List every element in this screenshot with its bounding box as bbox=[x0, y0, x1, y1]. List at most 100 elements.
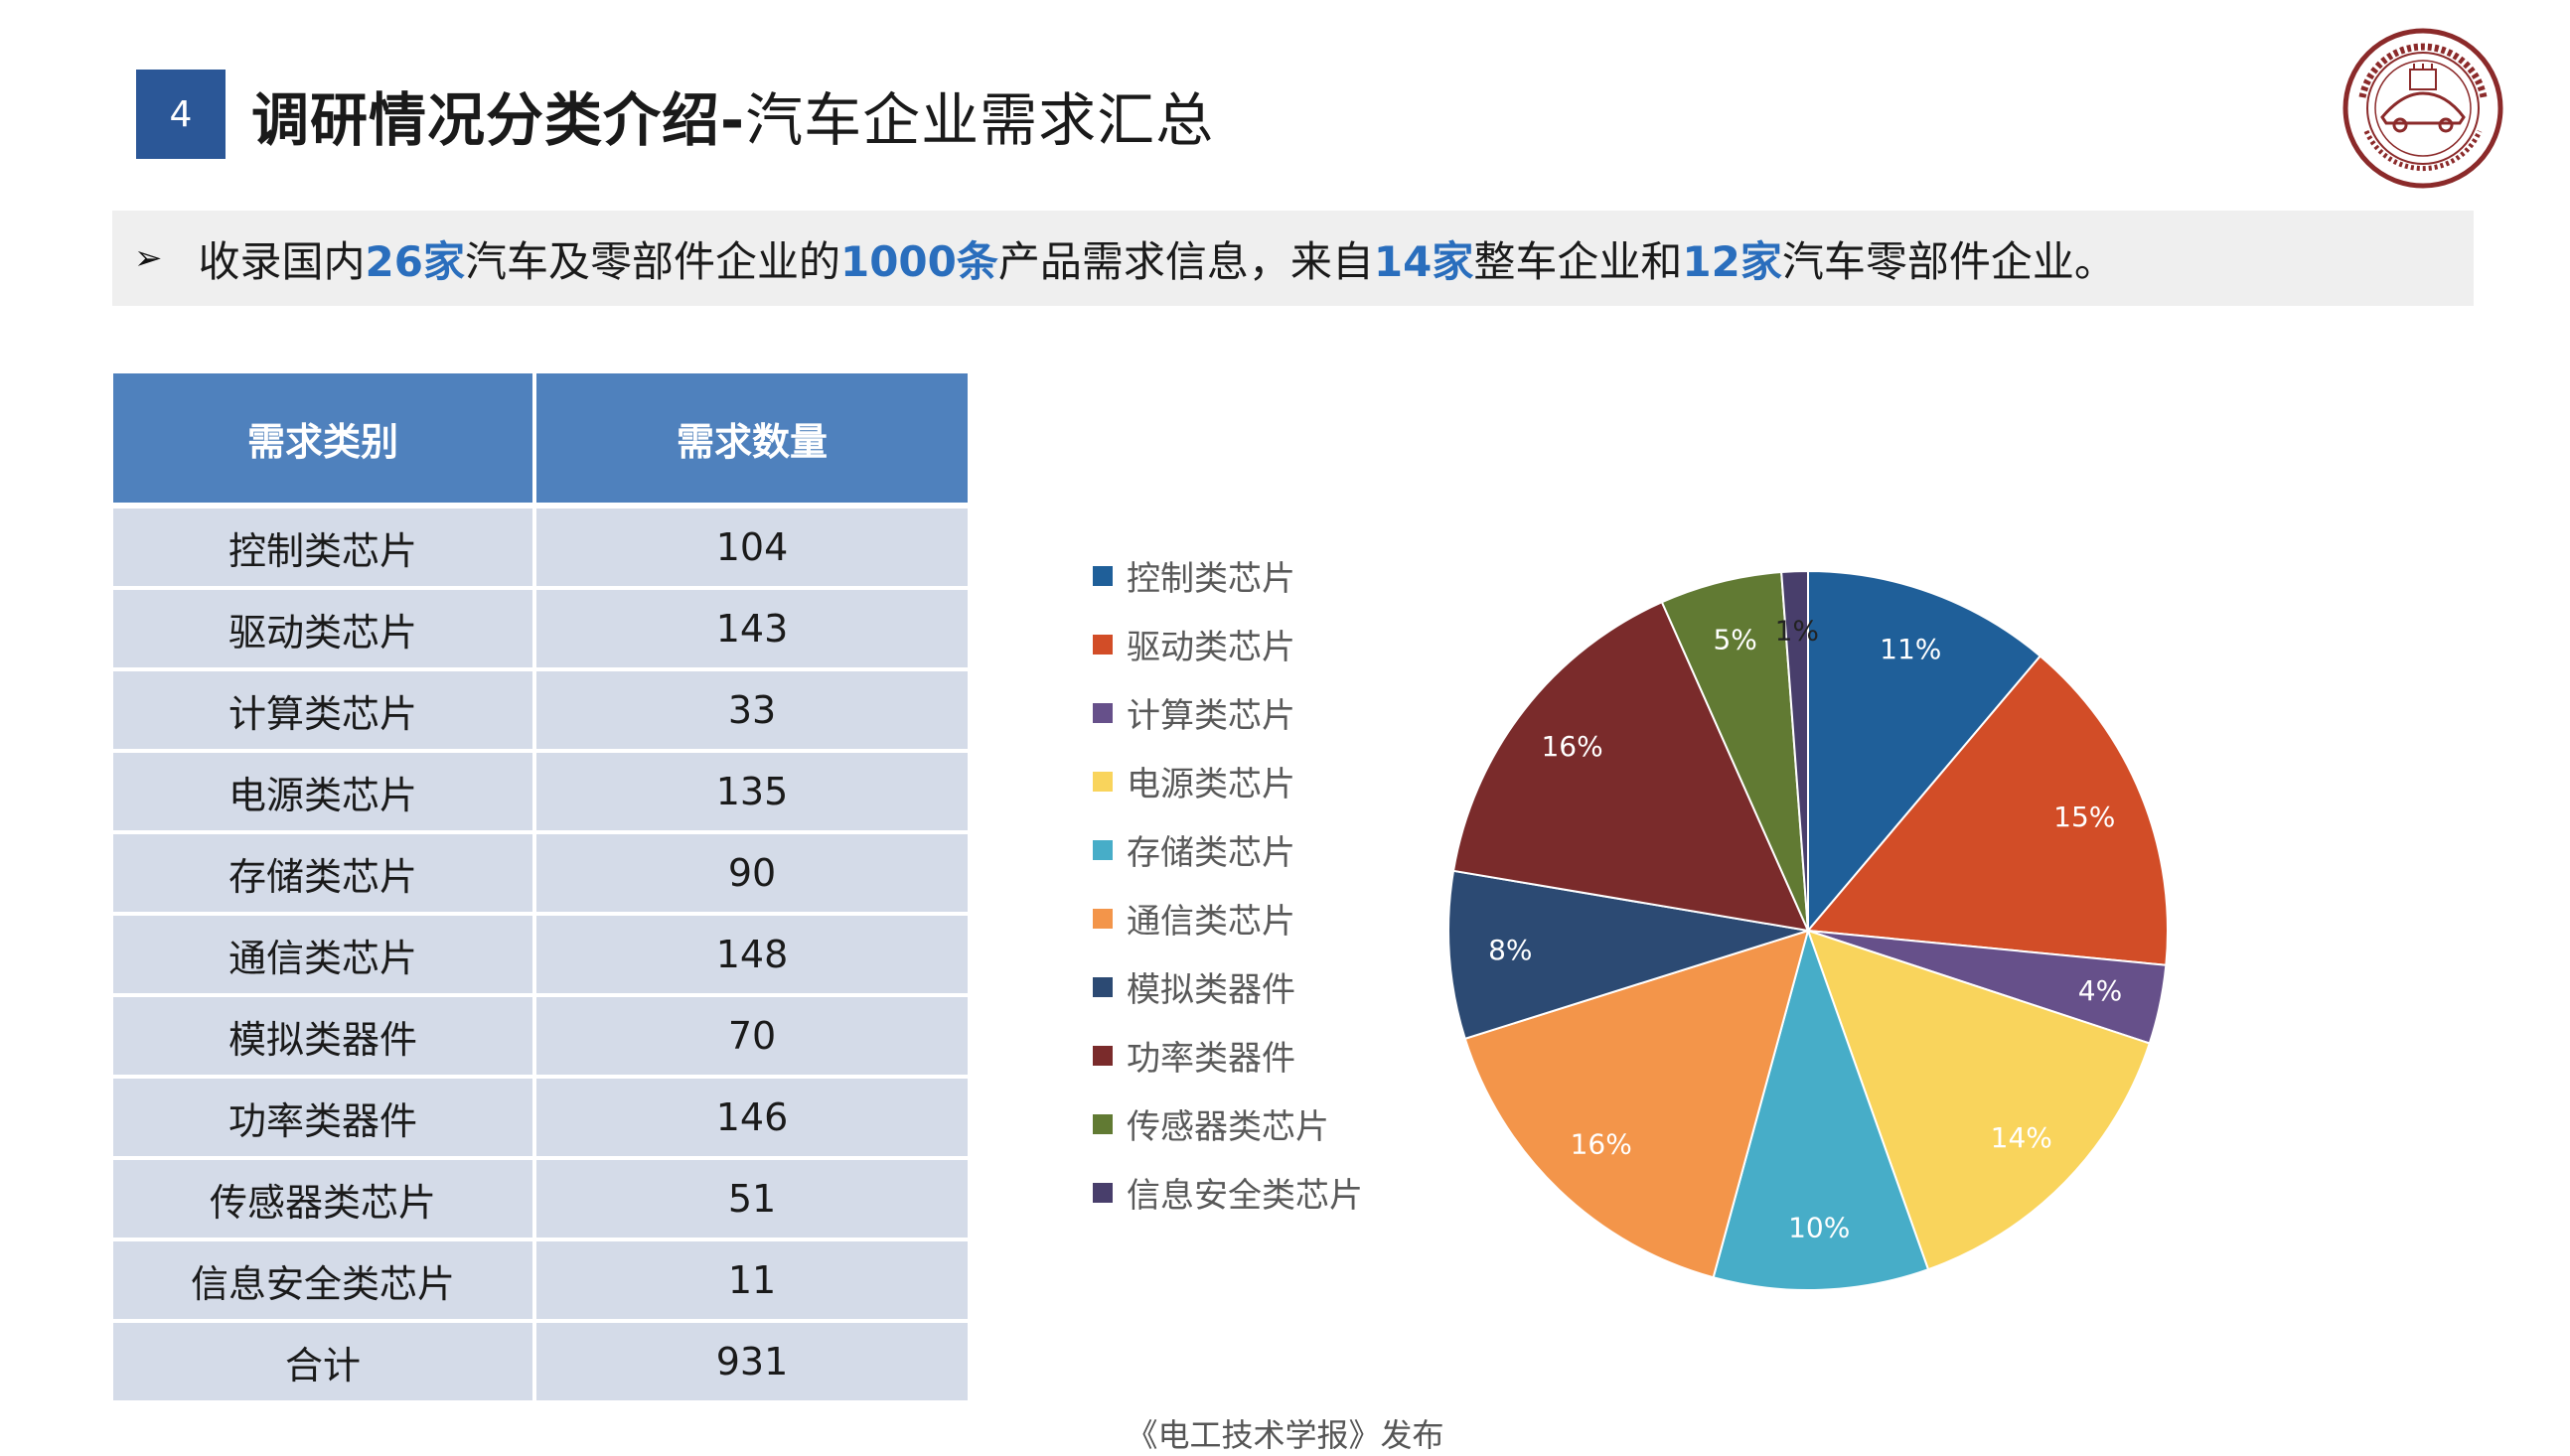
cell-count: 104 bbox=[536, 509, 968, 590]
summary-segment: 产品需求信息，来自 bbox=[997, 236, 1374, 286]
table-row: 控制类芯片 104 bbox=[113, 509, 968, 590]
legend-item: 传感器类芯片 bbox=[1093, 1090, 1363, 1158]
legend-label: 通信类芯片 bbox=[1127, 902, 1295, 942]
legend-swatch bbox=[1093, 908, 1113, 929]
table-row: 功率类器件 146 bbox=[113, 1079, 968, 1160]
pie-data-label: 4% bbox=[2078, 974, 2122, 1007]
legend-swatch bbox=[1093, 771, 1113, 792]
legend-swatch bbox=[1093, 634, 1113, 655]
header-category: 需求类别 bbox=[113, 373, 536, 509]
cell-count: 90 bbox=[536, 834, 968, 916]
cell-category: 电源类芯片 bbox=[113, 753, 536, 834]
table-row: 通信类芯片 148 bbox=[113, 916, 968, 997]
page-title-sub: 汽车企业需求汇总 bbox=[745, 86, 1215, 154]
table-row: 电源类芯片 135 bbox=[113, 753, 968, 834]
legend-label: 存储类芯片 bbox=[1127, 833, 1295, 873]
pie-slice bbox=[1807, 569, 2042, 934]
summary-highlight: 26家 bbox=[365, 236, 465, 286]
cell-count: 931 bbox=[536, 1323, 968, 1404]
legend-item: 通信类芯片 bbox=[1093, 884, 1363, 952]
pie-data-label: 10% bbox=[1788, 1211, 1850, 1243]
cell-count: 51 bbox=[536, 1160, 968, 1241]
legend-label: 驱动类芯片 bbox=[1127, 628, 1295, 667]
pie-slice bbox=[1806, 929, 2152, 1271]
cell-category: 驱动类芯片 bbox=[113, 590, 536, 671]
cell-count: 135 bbox=[536, 753, 968, 834]
cell-category: 通信类芯片 bbox=[113, 916, 536, 997]
legend-item: 信息安全类芯片 bbox=[1093, 1158, 1363, 1227]
legend-item: 功率类器件 bbox=[1093, 1021, 1363, 1090]
pie-slice bbox=[1451, 600, 1810, 933]
summary-bar: ➢ 收录国内26家汽车及零部件企业的1000条产品需求信息，来自14家整车企业和… bbox=[112, 211, 2474, 306]
cell-count: 148 bbox=[536, 916, 968, 997]
table-row: 信息安全类芯片 11 bbox=[113, 1241, 968, 1323]
pie-data-label: 5% bbox=[1713, 624, 1756, 656]
pie-slice bbox=[1712, 927, 1930, 1291]
cell-category: 模拟类器件 bbox=[113, 997, 536, 1079]
legend-label: 电源类芯片 bbox=[1127, 765, 1295, 804]
summary-segment: 汽车零部件企业。 bbox=[1781, 236, 2116, 286]
cell-count: 143 bbox=[536, 590, 968, 671]
cell-category: 合计 bbox=[113, 1323, 536, 1404]
pie-slice bbox=[1780, 569, 1809, 932]
footer-source: 《电工技术学报》发布 bbox=[1126, 1416, 1444, 1454]
summary-segment: 整车企业和 bbox=[1473, 236, 1683, 286]
page-title: 调研情况分类介绍- 汽车企业需求汇总 bbox=[251, 68, 1214, 163]
summary-highlight: 12家 bbox=[1682, 236, 1782, 286]
table-row: 计算类芯片 33 bbox=[113, 671, 968, 753]
cell-category: 信息安全类芯片 bbox=[113, 1241, 536, 1323]
chart-legend: 控制类芯片驱动类芯片计算类芯片电源类芯片存储类芯片通信类芯片模拟类器件功率类器件… bbox=[1093, 541, 1363, 1227]
pie-data-label: 16% bbox=[1541, 730, 1602, 763]
legend-label: 计算类芯片 bbox=[1127, 696, 1295, 736]
pie-slice bbox=[1463, 929, 1810, 1279]
arrow-bullet-icon: ➢ bbox=[134, 238, 163, 278]
legend-swatch bbox=[1093, 1113, 1113, 1134]
summary-highlight: 1000条 bbox=[839, 236, 998, 286]
cell-count: 146 bbox=[536, 1079, 968, 1160]
legend-item: 控制类芯片 bbox=[1093, 541, 1363, 610]
legend-item: 计算类芯片 bbox=[1093, 678, 1363, 747]
legend-item: 电源类芯片 bbox=[1093, 747, 1363, 815]
summary-highlight: 14家 bbox=[1373, 236, 1474, 286]
summary-segment: 收录国内 bbox=[198, 236, 366, 286]
page-title-main: 调研情况分类介绍- bbox=[251, 86, 746, 154]
header-count: 需求数量 bbox=[536, 373, 968, 509]
pie-data-label: 11% bbox=[1880, 633, 1941, 665]
pie-data-label: 14% bbox=[1991, 1121, 2052, 1154]
legend-swatch bbox=[1093, 1182, 1113, 1203]
pie-data-label: 16% bbox=[1571, 1128, 1632, 1161]
legend-item: 驱动类芯片 bbox=[1093, 610, 1363, 678]
table-row: 驱动类芯片 143 bbox=[113, 590, 968, 671]
legend-swatch bbox=[1093, 976, 1113, 997]
pie-data-label: 8% bbox=[1488, 934, 1532, 966]
legend-label: 控制类芯片 bbox=[1127, 559, 1295, 599]
cell-category: 传感器类芯片 bbox=[113, 1160, 536, 1241]
cell-count: 33 bbox=[536, 671, 968, 753]
legend-item: 存储类芯片 bbox=[1093, 815, 1363, 884]
legend-swatch bbox=[1093, 839, 1113, 860]
section-number-badge: 4 bbox=[136, 70, 226, 159]
cell-category: 功率类器件 bbox=[113, 1079, 536, 1160]
legend-label: 信息安全类芯片 bbox=[1127, 1176, 1363, 1216]
legend-label: 传感器类芯片 bbox=[1127, 1107, 1329, 1147]
cell-category: 计算类芯片 bbox=[113, 671, 536, 753]
table-row: 合计 931 bbox=[113, 1323, 968, 1404]
table-row: 存储类芯片 90 bbox=[113, 834, 968, 916]
legend-swatch bbox=[1093, 1045, 1113, 1066]
summary-segment: 汽车及零部件企业的 bbox=[464, 236, 840, 286]
cell-count: 11 bbox=[536, 1241, 968, 1323]
table-row: 模拟类器件 70 bbox=[113, 997, 968, 1079]
pie-slice bbox=[1806, 655, 2169, 966]
alliance-seal-logo bbox=[2343, 28, 2503, 189]
legend-label: 模拟类器件 bbox=[1127, 970, 1295, 1010]
table-header-row: 需求类别 需求数量 bbox=[113, 373, 968, 509]
cell-count: 70 bbox=[536, 997, 968, 1079]
legend-label: 功率类器件 bbox=[1127, 1039, 1295, 1079]
legend-swatch bbox=[1093, 702, 1113, 723]
pie-data-label: 1% bbox=[1775, 615, 1819, 648]
legend-swatch bbox=[1093, 565, 1113, 586]
pie-slice bbox=[1447, 869, 1809, 1041]
cell-category: 控制类芯片 bbox=[113, 509, 536, 590]
table-row: 传感器类芯片 51 bbox=[113, 1160, 968, 1241]
pie-data-label: 15% bbox=[2053, 801, 2115, 833]
